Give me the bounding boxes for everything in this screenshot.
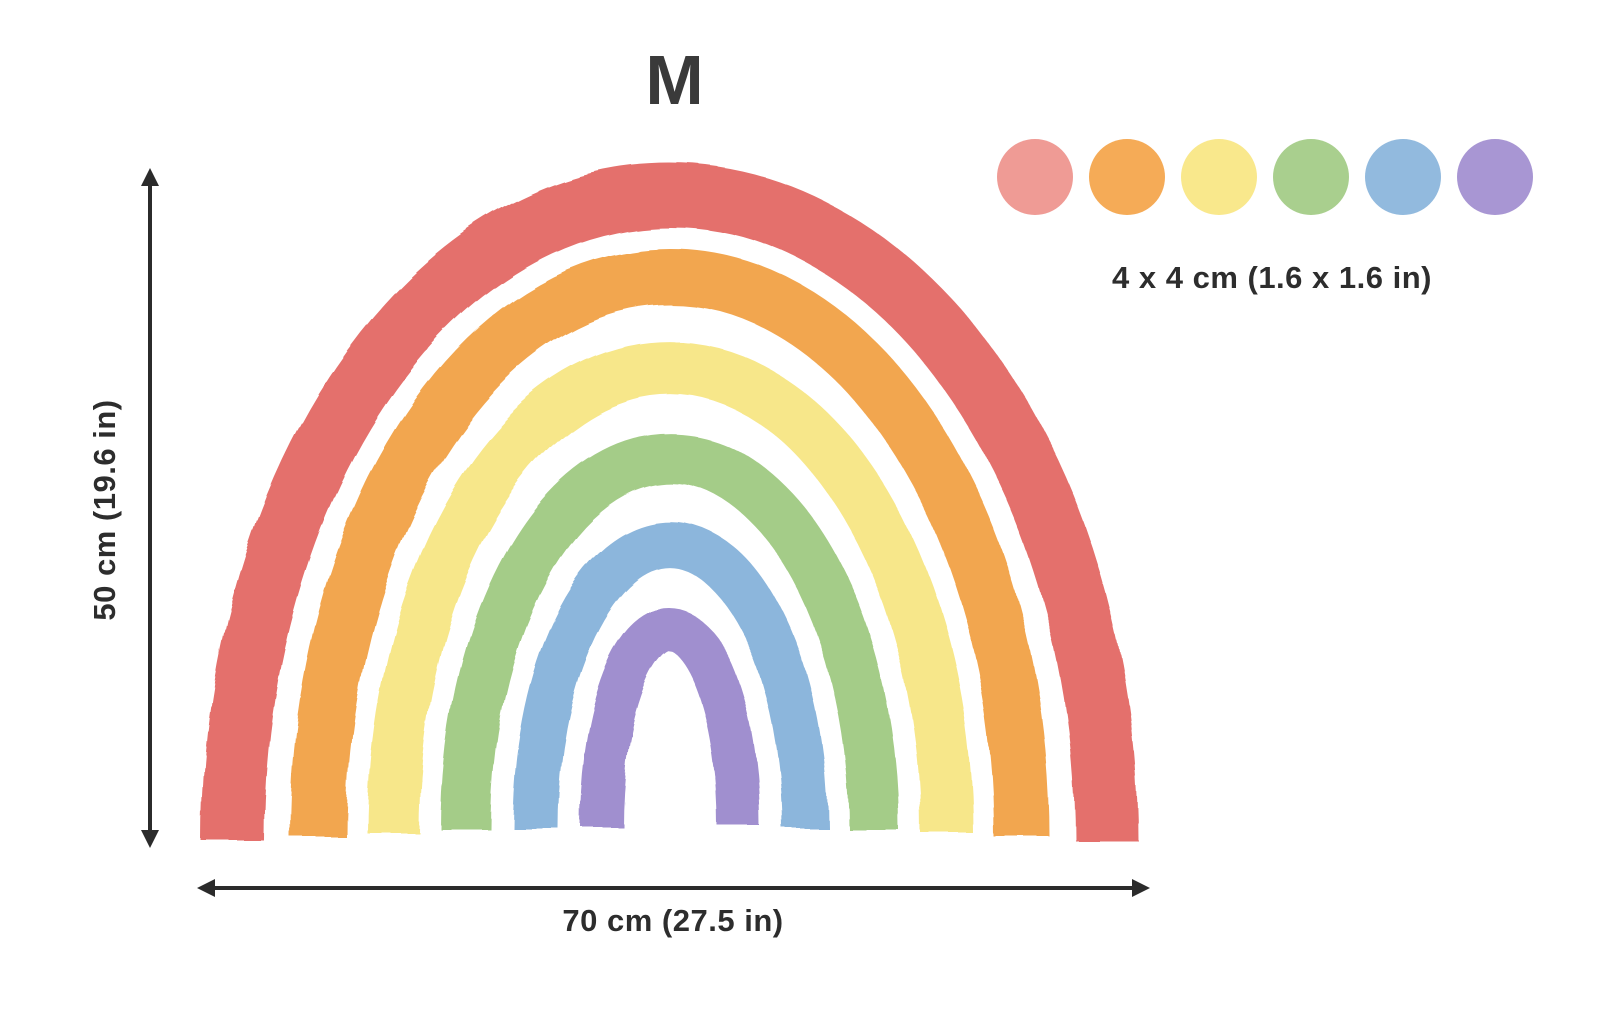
width-arrow-head-right <box>1132 879 1150 897</box>
width-dimension-label: 70 cm (27.5 in) <box>562 903 784 938</box>
rainbow-band-orange <box>290 249 1050 838</box>
color-swatch-purple <box>1457 139 1533 215</box>
rainbow-band-purple <box>580 609 760 827</box>
color-swatch-yellow <box>1181 139 1257 215</box>
rainbow-band-blue <box>512 522 828 829</box>
width-arrow <box>197 879 1150 897</box>
color-swatch-orange <box>1089 139 1165 215</box>
color-swatch-blue <box>1365 139 1441 215</box>
height-arrow-head-top <box>141 168 159 186</box>
height-arrow-head-bottom <box>141 830 159 848</box>
rainbow-band-yellow <box>367 342 973 834</box>
rainbow-band-red <box>201 163 1139 842</box>
color-swatch-red <box>997 139 1073 215</box>
swatch-size-label: 4 x 4 cm (1.6 x 1.6 in) <box>1112 260 1432 295</box>
size-title: M <box>645 41 705 119</box>
rainbow-illustration <box>201 163 1139 842</box>
color-swatch-row <box>997 139 1533 215</box>
height-dimension-label: 50 cm (19.6 in) <box>87 399 122 621</box>
color-swatch-green <box>1273 139 1349 215</box>
width-arrow-head-left <box>197 879 215 897</box>
rainbow-band-green <box>441 433 899 831</box>
height-arrow <box>141 168 159 848</box>
